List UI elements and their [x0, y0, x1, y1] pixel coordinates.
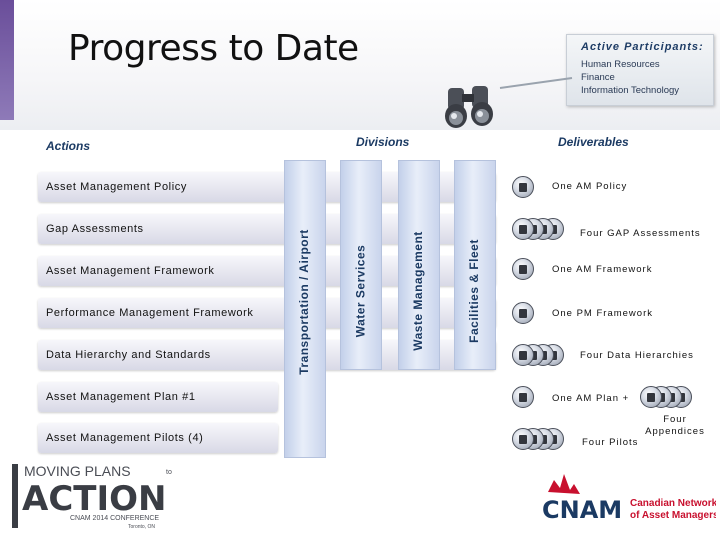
- deliverable-label: One AM Plan +: [552, 393, 630, 404]
- cnam-logo: CNAM Canadian Network of Asset Managers: [542, 474, 716, 524]
- logo-line2: ACTION: [22, 479, 166, 519]
- deliverable-label: One AM Framework: [552, 264, 653, 275]
- action-label: Asset Management Plan #1: [46, 391, 196, 403]
- cnam-line2: of Asset Managers: [630, 510, 716, 521]
- cnam-mark: CNAM: [542, 496, 622, 524]
- binoculars-icon: [445, 86, 493, 128]
- accent-bar: [0, 0, 14, 120]
- deliverable-label: Four Appendices: [645, 414, 705, 437]
- division-label: Transportation / Airport: [297, 229, 311, 375]
- document-disk-icon: [512, 428, 534, 450]
- deliverables-header: Deliverables: [558, 135, 629, 149]
- action-label: Performance Management Framework: [46, 307, 254, 319]
- document-disk-icon: [512, 386, 534, 408]
- deliverable-label: One PM Framework: [552, 308, 653, 319]
- division-column: [340, 160, 382, 370]
- action-label: Asset Management Pilots (4): [46, 432, 204, 444]
- document-disk-icon: [512, 344, 534, 366]
- logo-line4: Toronto, ON: [128, 524, 155, 530]
- division-label: Waste Management: [411, 231, 425, 351]
- deliverable-label: Four Data Hierarchies: [580, 350, 694, 361]
- division-column: [454, 160, 496, 370]
- deliverable-label: One AM Policy: [552, 181, 628, 192]
- division-column: [398, 160, 440, 370]
- document-disk-icon: [512, 176, 534, 198]
- participant-item: Information Technology: [581, 85, 680, 96]
- deliverable-label: Four GAP Assessments: [580, 228, 701, 239]
- participant-item: Human Resources: [581, 59, 660, 70]
- document-disk-icon: [512, 218, 534, 240]
- logo-line1: MOVING PLANS: [24, 463, 131, 479]
- document-disk-icon: [512, 258, 534, 280]
- division-label: Water Services: [353, 244, 368, 338]
- moving-plans-logo: MOVING PLANS to ACTION CNAM 2014 CONFERE…: [12, 463, 172, 530]
- document-disk-icon: [512, 302, 534, 324]
- action-label: Data Hierarchy and Standards: [46, 349, 211, 361]
- actions-header: Actions: [46, 139, 91, 153]
- division-label: Facilities & Fleet: [467, 239, 482, 343]
- action-row: [38, 423, 278, 453]
- divisions-header: Divisions: [356, 135, 410, 149]
- action-label: Gap Assessments: [46, 223, 144, 235]
- document-disk-icon: [640, 386, 662, 408]
- participants-heading: Active Participants:: [581, 41, 704, 53]
- action-row: [38, 382, 278, 412]
- cnam-line1: Canadian Network: [630, 498, 716, 509]
- participants-callout: Active Participants: Human Resources Fin…: [566, 34, 714, 106]
- action-label: Asset Management Policy: [46, 181, 187, 193]
- division-column: [284, 160, 326, 458]
- logo-to: to: [166, 469, 172, 476]
- deliverable-label: Four Pilots: [582, 437, 639, 448]
- participant-item: Finance: [581, 72, 615, 83]
- action-label: Asset Management Framework: [46, 265, 215, 277]
- slide-title: Progress to Date: [68, 28, 359, 69]
- logo-line3: CNAM 2014 CONFERENCE: [70, 515, 159, 522]
